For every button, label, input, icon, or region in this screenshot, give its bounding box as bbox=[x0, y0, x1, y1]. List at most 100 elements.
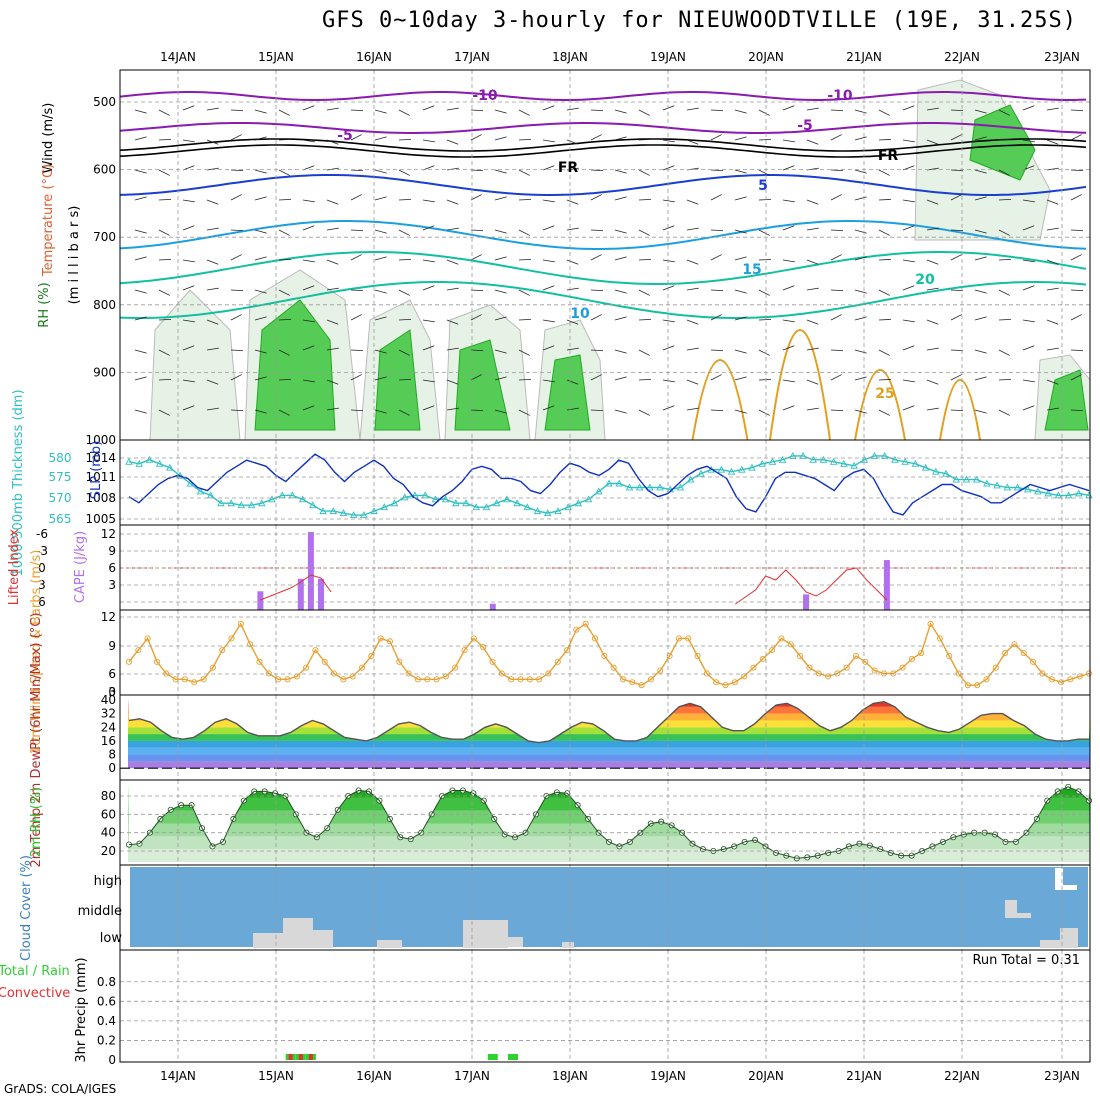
wind-barb bbox=[974, 349, 987, 354]
wind-barb bbox=[374, 376, 387, 381]
wind-barb bbox=[374, 289, 387, 294]
wind-barb bbox=[1022, 405, 1035, 411]
wind-barb bbox=[638, 109, 650, 116]
cape-bar bbox=[307, 532, 314, 610]
wind-barb bbox=[614, 169, 627, 174]
date-bottom-label: 19JAN bbox=[650, 1069, 686, 1083]
date-top-label: 23JAN bbox=[1044, 50, 1080, 64]
wind-barb bbox=[518, 258, 532, 261]
wind-barb bbox=[590, 409, 604, 412]
temp-mask bbox=[128, 698, 1090, 743]
cape-right-tick: 9 bbox=[108, 544, 116, 558]
wind-barb bbox=[974, 289, 987, 294]
wind-barb bbox=[782, 285, 795, 291]
wind-barb bbox=[638, 258, 652, 261]
wind-barb bbox=[446, 347, 459, 351]
wind-barb bbox=[518, 289, 530, 296]
wind-barb bbox=[206, 139, 219, 145]
pressure-tick-label: 700 bbox=[93, 230, 116, 244]
isotherm-25 bbox=[939, 379, 981, 441]
thickness-point bbox=[186, 479, 195, 487]
wind-barb bbox=[422, 199, 435, 203]
wind-barb bbox=[1070, 349, 1084, 352]
wind-barb bbox=[854, 289, 867, 294]
date-top-label: 22JAN bbox=[944, 50, 980, 64]
wind-barb bbox=[566, 259, 579, 265]
temp-band bbox=[128, 761, 1090, 769]
wind-barb bbox=[734, 109, 747, 114]
wind-barb bbox=[686, 347, 699, 351]
date-bottom-label: 22JAN bbox=[944, 1069, 980, 1083]
wind-barb bbox=[710, 254, 722, 261]
wind-barb bbox=[374, 256, 387, 261]
wind-barb bbox=[902, 225, 915, 231]
wind-barb bbox=[446, 107, 459, 111]
wind-barb bbox=[350, 229, 364, 232]
date-top-label: 20JAN bbox=[748, 50, 784, 64]
wind-barb bbox=[662, 319, 675, 323]
wind-barb bbox=[662, 285, 675, 291]
wind-barb bbox=[1022, 345, 1035, 351]
wind-barb bbox=[230, 314, 242, 321]
wind-barb bbox=[1070, 314, 1082, 321]
wind-barb bbox=[998, 289, 1010, 296]
wind-barb bbox=[374, 169, 387, 174]
wind-barb bbox=[470, 254, 482, 261]
date-top-label: 18JAN bbox=[552, 50, 588, 64]
wind-barb bbox=[206, 379, 219, 385]
wind-barb bbox=[206, 227, 219, 231]
wind-barb bbox=[662, 105, 675, 111]
rh-tick: 80 bbox=[101, 789, 116, 803]
wind-barb bbox=[902, 405, 915, 411]
wind-barb bbox=[254, 229, 267, 234]
isotherm-freezing bbox=[119, 138, 1087, 152]
li-left-tick: -6 bbox=[36, 527, 48, 541]
wind-barb bbox=[638, 169, 650, 176]
wind-barb bbox=[974, 256, 987, 261]
wind-barb bbox=[254, 376, 267, 381]
wind-barb bbox=[326, 347, 339, 351]
data-layer bbox=[119, 79, 1093, 1060]
wind-barb bbox=[494, 169, 507, 174]
wind-barb bbox=[854, 196, 867, 201]
wind-barb bbox=[374, 229, 387, 234]
cape-right-tick: 12 bbox=[101, 527, 116, 541]
wind-barb bbox=[662, 165, 675, 171]
wind-barb bbox=[590, 194, 602, 201]
cloud-low bbox=[313, 930, 333, 948]
wind-barb bbox=[326, 287, 339, 291]
date-top-label: 17JAN bbox=[454, 50, 490, 64]
wind-barb bbox=[1046, 319, 1059, 325]
wind-barb bbox=[734, 289, 747, 294]
wind-barb bbox=[350, 109, 364, 112]
wind-barb bbox=[230, 254, 242, 261]
wind-barb bbox=[398, 198, 412, 201]
wind-barb bbox=[734, 169, 747, 174]
wind-barb bbox=[422, 319, 435, 323]
wind-barb bbox=[710, 194, 722, 201]
wind-barb bbox=[830, 374, 842, 381]
wind-barb bbox=[206, 347, 219, 351]
wind-barb bbox=[206, 319, 219, 325]
pressure-tick-label: 600 bbox=[93, 163, 116, 177]
wind-barb bbox=[878, 138, 892, 141]
wind-barb bbox=[470, 169, 484, 172]
grads-credit: GrADS: COLA/IGES bbox=[4, 1082, 117, 1096]
wind-barb bbox=[302, 139, 315, 143]
wind-barb bbox=[1070, 109, 1084, 112]
wind-barb bbox=[542, 285, 555, 291]
wind-barb bbox=[254, 289, 267, 294]
wind-barb bbox=[710, 169, 724, 172]
wind-barb bbox=[734, 349, 747, 354]
wind-barb bbox=[494, 256, 507, 261]
wind-barb bbox=[494, 289, 507, 294]
wind-barb bbox=[1046, 379, 1059, 385]
wind-barb bbox=[734, 256, 747, 261]
wind-barb bbox=[1070, 229, 1084, 232]
thick-left-tick: 575 bbox=[49, 470, 72, 484]
wind-barb bbox=[350, 374, 362, 381]
wind-barb bbox=[398, 409, 410, 416]
wind-barb bbox=[566, 407, 579, 411]
wind-barb bbox=[926, 407, 939, 411]
wind-barb bbox=[230, 109, 244, 112]
